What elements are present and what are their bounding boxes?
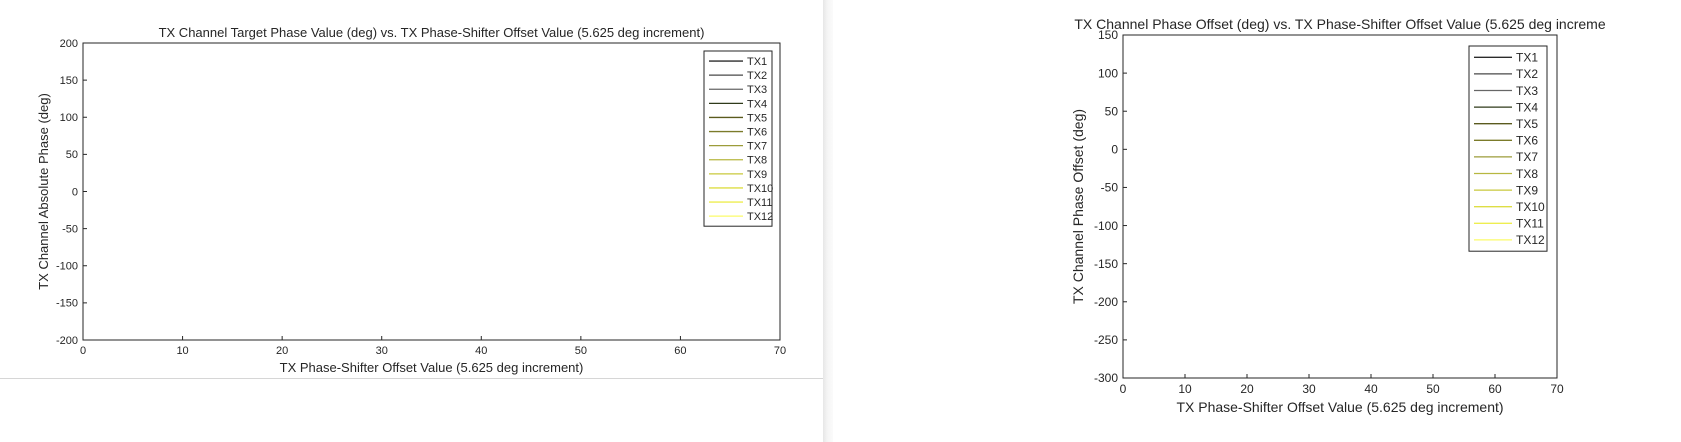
legend-label-tx9: TX9 bbox=[1516, 183, 1538, 197]
y-tick-label: 150 bbox=[1098, 28, 1118, 42]
y-tick-label: -200 bbox=[1094, 295, 1118, 309]
legend-label-tx11: TX11 bbox=[747, 197, 772, 209]
figure-bottom-divider bbox=[0, 378, 823, 379]
y-axis-label: TX Channel Phase Offset (deg) bbox=[1070, 109, 1086, 304]
x-tick-label: 20 bbox=[1240, 382, 1254, 396]
legend: TX1 TX2 TX3 TX4 TX5 TX6 TX7 TX8 TX9 TX10 TX11 TX12 bbox=[703, 50, 773, 227]
y-tick-label: 50 bbox=[1105, 104, 1119, 118]
x-tick-label: 30 bbox=[1302, 382, 1316, 396]
legend-label-tx12: TX12 bbox=[1516, 233, 1545, 247]
y-tick-label: -100 bbox=[1094, 219, 1118, 233]
legend-label-tx1: TX1 bbox=[747, 56, 767, 68]
x-tick-label: 10 bbox=[1178, 382, 1192, 396]
y-tick-label: 100 bbox=[60, 112, 78, 124]
x-tick-label: 0 bbox=[1120, 382, 1127, 396]
legend-label-tx7: TX7 bbox=[1516, 150, 1538, 164]
y-tick-label: -150 bbox=[56, 298, 78, 310]
legend-label-tx5: TX5 bbox=[1516, 117, 1538, 131]
x-tick-label: 10 bbox=[176, 345, 188, 357]
y-tick-label: 200 bbox=[60, 38, 78, 50]
x-tick-label: 60 bbox=[1488, 382, 1502, 396]
legend-label-tx3: TX3 bbox=[747, 84, 767, 96]
x-tick-label: 0 bbox=[80, 345, 86, 357]
y-axis-label: TX Channel Absolute Phase (deg) bbox=[36, 93, 51, 290]
legend-label-tx10: TX10 bbox=[747, 183, 773, 195]
x-tick-label: 50 bbox=[1426, 382, 1440, 396]
chart-phase-offset: 0 10 20 30 40 50 60 70 -300 -250 -200 -150 -100 -50 0 5… bbox=[1070, 16, 1606, 415]
figure-right: 0 10 20 30 40 50 60 70 -300 -250 -200 -150 -100 -50 0 5… bbox=[833, 0, 1681, 442]
legend-label-tx11: TX11 bbox=[1516, 217, 1544, 231]
x-tick-label: 70 bbox=[774, 345, 786, 357]
legend: TX1 TX2 TX3 TX4 TX5 TX6 TX7 TX8 TX9 TX10 TX11 TX12 bbox=[1468, 45, 1548, 252]
legend-label-tx2: TX2 bbox=[1516, 67, 1538, 81]
legend-label-tx6: TX6 bbox=[1516, 134, 1538, 148]
legend-box bbox=[1468, 45, 1548, 252]
legend-label-tx9: TX9 bbox=[747, 169, 767, 181]
legend-label-tx12: TX12 bbox=[747, 211, 773, 223]
y-tick-label: -100 bbox=[56, 261, 78, 273]
chart-target-phase: 0 10 20 30 40 50 60 70 -200 -150 -100 -50 0 50 100 150 2… bbox=[36, 25, 786, 375]
x-axis-label: TX Phase-Shifter Offset Value (5.625 deg… bbox=[1176, 399, 1503, 415]
x-tick-label: 40 bbox=[475, 345, 487, 357]
legend-box bbox=[703, 50, 773, 227]
legend-label-tx7: TX7 bbox=[747, 141, 767, 153]
x-tick-label: 70 bbox=[1550, 382, 1564, 396]
chart-title: TX Channel Phase Offset (deg) vs. TX Pha… bbox=[1074, 16, 1605, 32]
y-tick-label: -50 bbox=[1101, 181, 1119, 195]
x-tick-label: 60 bbox=[674, 345, 686, 357]
legend-label-tx8: TX8 bbox=[747, 155, 767, 167]
x-tick-label: 20 bbox=[276, 345, 288, 357]
legend-label-tx1: TX1 bbox=[1516, 51, 1538, 65]
figure-left: 0 10 20 30 40 50 60 70 -200 -150 -100 -50 0 50 100 150 2… bbox=[0, 0, 823, 442]
legend-label-tx10: TX10 bbox=[1516, 200, 1545, 214]
y-tick-label: -150 bbox=[1094, 257, 1118, 271]
y-tick-label: 0 bbox=[1111, 143, 1118, 157]
y-tick-label: -250 bbox=[1094, 333, 1118, 347]
y-tick-label: 100 bbox=[1098, 66, 1118, 80]
legend-label-tx4: TX4 bbox=[1516, 100, 1538, 114]
y-tick-label: 0 bbox=[72, 186, 78, 198]
y-tick-label: 150 bbox=[60, 75, 78, 87]
legend-label-tx8: TX8 bbox=[1516, 167, 1538, 181]
y-tick-label: -300 bbox=[1094, 371, 1118, 385]
tick-labels: 0 10 20 30 40 50 60 70 -300 -250 -200 -150 -100 -50 0 5… bbox=[1094, 28, 1564, 396]
x-tick-label: 50 bbox=[575, 345, 587, 357]
legend-label-tx2: TX2 bbox=[747, 70, 767, 82]
y-tick-label: 50 bbox=[66, 149, 78, 161]
x-tick-label: 40 bbox=[1364, 382, 1378, 396]
y-tick-label: -200 bbox=[56, 335, 78, 347]
legend-label-tx5: TX5 bbox=[747, 112, 767, 124]
tick-labels: 0 10 20 30 40 50 60 70 -200 -150 -100 -50 0 50 100 150 2… bbox=[56, 38, 786, 357]
window-divider bbox=[823, 0, 833, 442]
x-axis-label: TX Phase-Shifter Offset Value (5.625 deg… bbox=[280, 360, 584, 375]
y-tick-label: -50 bbox=[62, 223, 78, 235]
legend-label-tx3: TX3 bbox=[1516, 84, 1538, 98]
legend-label-tx6: TX6 bbox=[747, 127, 767, 139]
chart-title: TX Channel Target Phase Value (deg) vs. … bbox=[159, 25, 705, 40]
axes-box bbox=[82, 42, 781, 341]
x-tick-label: 30 bbox=[376, 345, 388, 357]
legend-label-tx4: TX4 bbox=[747, 98, 767, 110]
